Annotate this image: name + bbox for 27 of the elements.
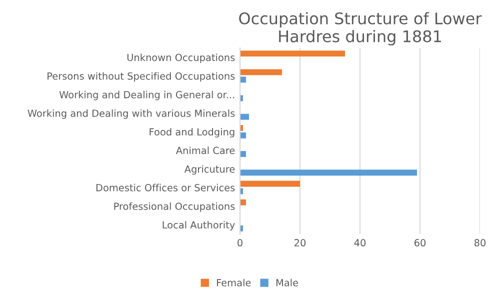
bar [240,132,246,138]
bar [240,50,345,57]
y-tick-label: Working and Dealing in General or... [59,90,234,100]
y-tick-label: Domestic Offices or Services [96,184,235,192]
legend-label: Female [217,278,251,286]
y-tick-label: Agricuture [184,165,235,175]
y-tick-label: Animal Care [176,146,235,154]
x-tick-label: 80 [474,239,486,246]
bar [240,199,246,206]
bar [240,170,417,176]
y-tick-label: Professional Occupations [114,202,235,212]
legend-label: Male [276,278,298,286]
bar [240,69,282,76]
bar [240,180,300,187]
x-tick-label: 60 [414,239,426,246]
x-tick-label: 40 [354,239,366,246]
y-tick-label: Food and Lodging [150,128,234,138]
x-tick-label: 20 [294,239,306,246]
y-tick-label: Unknown Occupations [127,54,235,64]
y-tick-label: Working and Dealing with various Minerals [28,109,235,119]
y-tick-label: Local Authority [162,221,235,230]
y-tick-label: Persons without Specified Occupations [48,72,235,82]
x-tick-label: 0 [238,239,242,246]
chart-title: Occupation Structure of Lower Hardres during 1881 [239,12,482,46]
bar [240,114,249,120]
bar [240,151,246,157]
bar [240,76,246,83]
